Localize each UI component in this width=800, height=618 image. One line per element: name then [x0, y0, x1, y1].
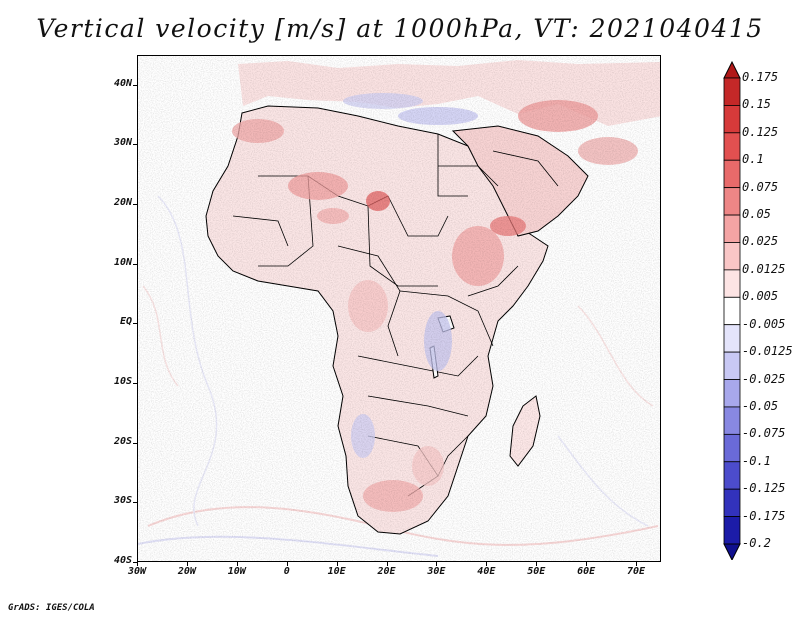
lat-tick: [133, 85, 137, 86]
colorbar-label: -0.05: [742, 398, 779, 413]
lat-tick-label: 30N: [113, 137, 132, 149]
lon-tick: [287, 562, 288, 566]
lon-tick-label: 70E: [627, 566, 646, 577]
colorbar-label: -0.0125: [742, 344, 793, 359]
colorbar-min-arrow: [723, 543, 741, 560]
africa-map: [138, 56, 660, 561]
colorbar: [723, 60, 741, 560]
colorbar-label: 0.15: [742, 97, 771, 112]
colorbar-label: 0.125: [742, 124, 779, 139]
lat-tick-label: 20S: [113, 435, 132, 447]
lat-tick: [133, 144, 137, 145]
lat-tick-label: 40S: [113, 555, 132, 566]
lat-tick: [133, 264, 137, 265]
lat-tick: [133, 562, 137, 563]
lon-tick-label: 20W: [177, 566, 196, 577]
lon-tick-label: 40E: [477, 566, 496, 577]
lat-tick: [133, 383, 137, 384]
lat-tick-label: 10N: [113, 256, 132, 268]
colorbar-label: -0.025: [742, 371, 786, 386]
grads-credit: GrADS: IGES/COLA: [8, 603, 95, 613]
colorbar-swatch: [723, 516, 741, 545]
lat-tick: [133, 323, 137, 324]
colorbar-swatch: [723, 433, 741, 463]
plot-title: Vertical velocity [m/s] at 1000hPa, VT: …: [36, 14, 764, 43]
lon-tick: [337, 562, 338, 566]
colorbar-swatch: [723, 324, 741, 353]
lon-tick-label: 10W: [227, 566, 246, 577]
colorbar-swatch: [723, 488, 741, 517]
colorbar-label: -0.075: [742, 426, 786, 441]
colorbar-label: -0.1: [742, 453, 771, 468]
colorbar-swatch: [723, 132, 741, 161]
colorbar-swatch: [723, 461, 741, 490]
colorbar-label: 0.05: [742, 207, 771, 222]
colorbar-label: 0.1: [742, 152, 764, 167]
lon-tick-label: 10E: [327, 566, 346, 577]
colorbar-label: 0.175: [742, 70, 779, 84]
lon-tick: [536, 562, 537, 566]
colorbar-swatch: [723, 242, 741, 271]
colorbar-label: -0.175: [742, 508, 786, 523]
colorbar-label: 0.005: [742, 289, 779, 304]
lat-tick-label: EQ: [119, 316, 132, 328]
lon-tick: [486, 562, 487, 566]
lat-tick-label: 30S: [113, 495, 132, 507]
colorbar-label: 0.025: [742, 234, 779, 249]
lat-tick-label: 20N: [113, 197, 132, 209]
lon-tick: [387, 562, 388, 566]
colorbar-label: 0.0125: [742, 261, 786, 276]
lat-tick: [133, 204, 137, 205]
colorbar-swatch: [723, 77, 741, 106]
lon-tick-label: 30W: [127, 566, 147, 577]
lon-tick-label: 30E: [427, 566, 446, 577]
lon-tick: [436, 562, 437, 566]
lat-tick-label: 40N: [113, 77, 132, 89]
map-panel: [137, 55, 661, 562]
colorbar-swatch: [723, 187, 741, 216]
colorbar-swatch: [723, 159, 741, 189]
colorbar-label: -0.005: [742, 316, 786, 331]
lat-tick: [133, 502, 137, 503]
colorbar-swatch: [723, 269, 741, 298]
lon-tick-label: 50E: [527, 566, 546, 577]
colorbar-swatch: [723, 379, 741, 408]
lon-tick-label: 20E: [377, 566, 396, 577]
colorbar-swatch: [723, 406, 741, 435]
lat-tick-label: 10S: [113, 376, 132, 388]
lon-tick: [137, 562, 138, 566]
lon-tick: [586, 562, 587, 566]
colorbar-label: 0.075: [742, 179, 779, 194]
colorbar-swatch: [723, 296, 741, 326]
colorbar-swatch: [723, 214, 741, 243]
colorbar-swatch: [723, 105, 741, 134]
lon-tick: [187, 562, 188, 566]
lat-tick: [133, 443, 137, 444]
lon-tick: [237, 562, 238, 566]
lon-tick-label: 60E: [577, 566, 596, 577]
lon-tick-label: 0: [283, 566, 290, 577]
lon-tick: [636, 562, 637, 566]
colorbar-label: -0.2: [742, 536, 771, 550]
colorbar-swatch: [723, 351, 741, 380]
colorbar-label: -0.125: [742, 481, 786, 496]
colorbar-max-arrow: [723, 60, 741, 79]
